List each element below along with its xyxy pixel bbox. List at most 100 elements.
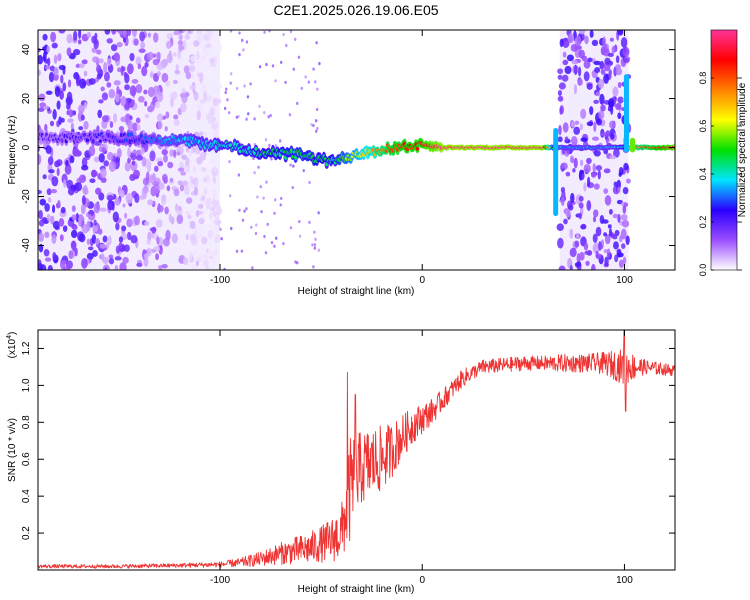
noise-cell [174, 69, 181, 75]
spectrogram-cells [38, 30, 675, 270]
noise-cell [137, 63, 142, 70]
noise-cell [146, 239, 151, 246]
noise-cell [38, 209, 43, 220]
figure-title: C2E1.2025.026.19.06.E05 [273, 2, 438, 18]
noise-cell [106, 152, 114, 161]
snr-axes: -100 0 100 0.2 0.4 0.6 0.8 1.0 1.2 [21, 330, 675, 586]
y-tick-label: 40 [21, 44, 32, 56]
noise-cell [618, 259, 624, 268]
noise-cell [316, 87, 319, 91]
noise-cell [255, 223, 258, 227]
noise-cell [109, 121, 114, 129]
noise-cell [66, 102, 71, 110]
noise-cell [608, 98, 615, 108]
noise-cell [38, 232, 45, 242]
noise-cell [214, 219, 222, 225]
y-tick-label: 1.0 [21, 378, 32, 392]
noise-cell [165, 111, 170, 119]
noise-cell [182, 180, 189, 187]
noise-cell [210, 123, 219, 130]
noise-cell [127, 157, 131, 164]
noise-cell [144, 62, 149, 68]
noise-cell [104, 267, 108, 270]
noise-cell [122, 203, 126, 208]
noise-cell [124, 161, 131, 172]
noise-cell [184, 34, 190, 40]
spectrogram-panel: -100 0 100 -40 -20 0 20 40 Height of straight l… [7, 29, 676, 297]
noise-cell [108, 161, 117, 172]
noise-cell [577, 78, 583, 86]
noise-cell [86, 220, 91, 232]
noise-cell [604, 57, 611, 65]
noise-cell [58, 30, 66, 34]
noise-cell [53, 54, 58, 64]
noise-cell [311, 243, 314, 247]
noise-cell [88, 78, 96, 85]
noise-cell [193, 91, 199, 101]
noise-cell [70, 240, 77, 250]
noise-cell [605, 130, 610, 137]
noise-cell [609, 37, 614, 42]
noise-cell [116, 148, 122, 158]
noise-cell [103, 160, 109, 167]
noise-cell [238, 52, 241, 57]
noise-cell [161, 264, 168, 269]
noise-cell [557, 237, 564, 249]
noise-cell [173, 119, 180, 127]
noise-cell [107, 200, 115, 211]
noise-cell [96, 73, 102, 80]
noise-cell [578, 202, 584, 209]
noise-cell [598, 109, 605, 120]
noise-cell [613, 148, 620, 158]
noise-cell [81, 59, 88, 65]
noise-cell [613, 66, 617, 77]
x-tick-label: 100 [616, 275, 633, 286]
noise-cell [75, 63, 81, 69]
noise-cell [209, 106, 215, 116]
noise-cell [565, 208, 571, 218]
noise-cell [100, 168, 107, 179]
spectrogram-frame [37, 29, 676, 271]
noise-cell [253, 117, 256, 121]
noise-cell [89, 178, 96, 184]
noise-cell [579, 251, 585, 261]
noise-cell [113, 112, 118, 123]
noise-cell [95, 237, 100, 246]
noise-cell [562, 51, 567, 58]
noise-cell [98, 58, 104, 64]
noise-cell [250, 225, 253, 229]
noise-cell [52, 204, 56, 214]
noise-cell [274, 79, 277, 83]
noise-cell [138, 48, 146, 54]
noise-cell [591, 39, 599, 47]
noise-cell [273, 244, 276, 248]
noise-cell [44, 203, 50, 212]
noise-cell [574, 262, 582, 267]
noise-cell [280, 196, 283, 201]
noise-cell [292, 164, 295, 168]
noise-cell [229, 81, 232, 85]
ridge-cell [60, 137, 64, 144]
noise-cell [304, 75, 307, 79]
noise-cell [104, 30, 111, 35]
noise-cell [608, 208, 613, 215]
noise-cell [209, 134, 214, 140]
noise-cell [589, 30, 594, 38]
noise-cell [251, 266, 254, 270]
noise-cell [93, 219, 97, 226]
noise-cell [126, 231, 132, 241]
noise-cell [315, 129, 318, 133]
noise-cell [98, 99, 104, 104]
noise-cell [246, 95, 250, 99]
noise-cell [603, 232, 607, 237]
noise-cell [87, 246, 94, 251]
noise-cell [86, 32, 92, 38]
noise-cell [70, 122, 75, 130]
noise-cell [600, 69, 606, 75]
noise-cell [318, 62, 321, 66]
noise-cell [557, 95, 564, 102]
noise-cell [106, 58, 112, 67]
noise-cell [284, 80, 287, 84]
noise-cell [622, 58, 630, 64]
colorbar-tick-label: 0.0 [698, 264, 708, 277]
